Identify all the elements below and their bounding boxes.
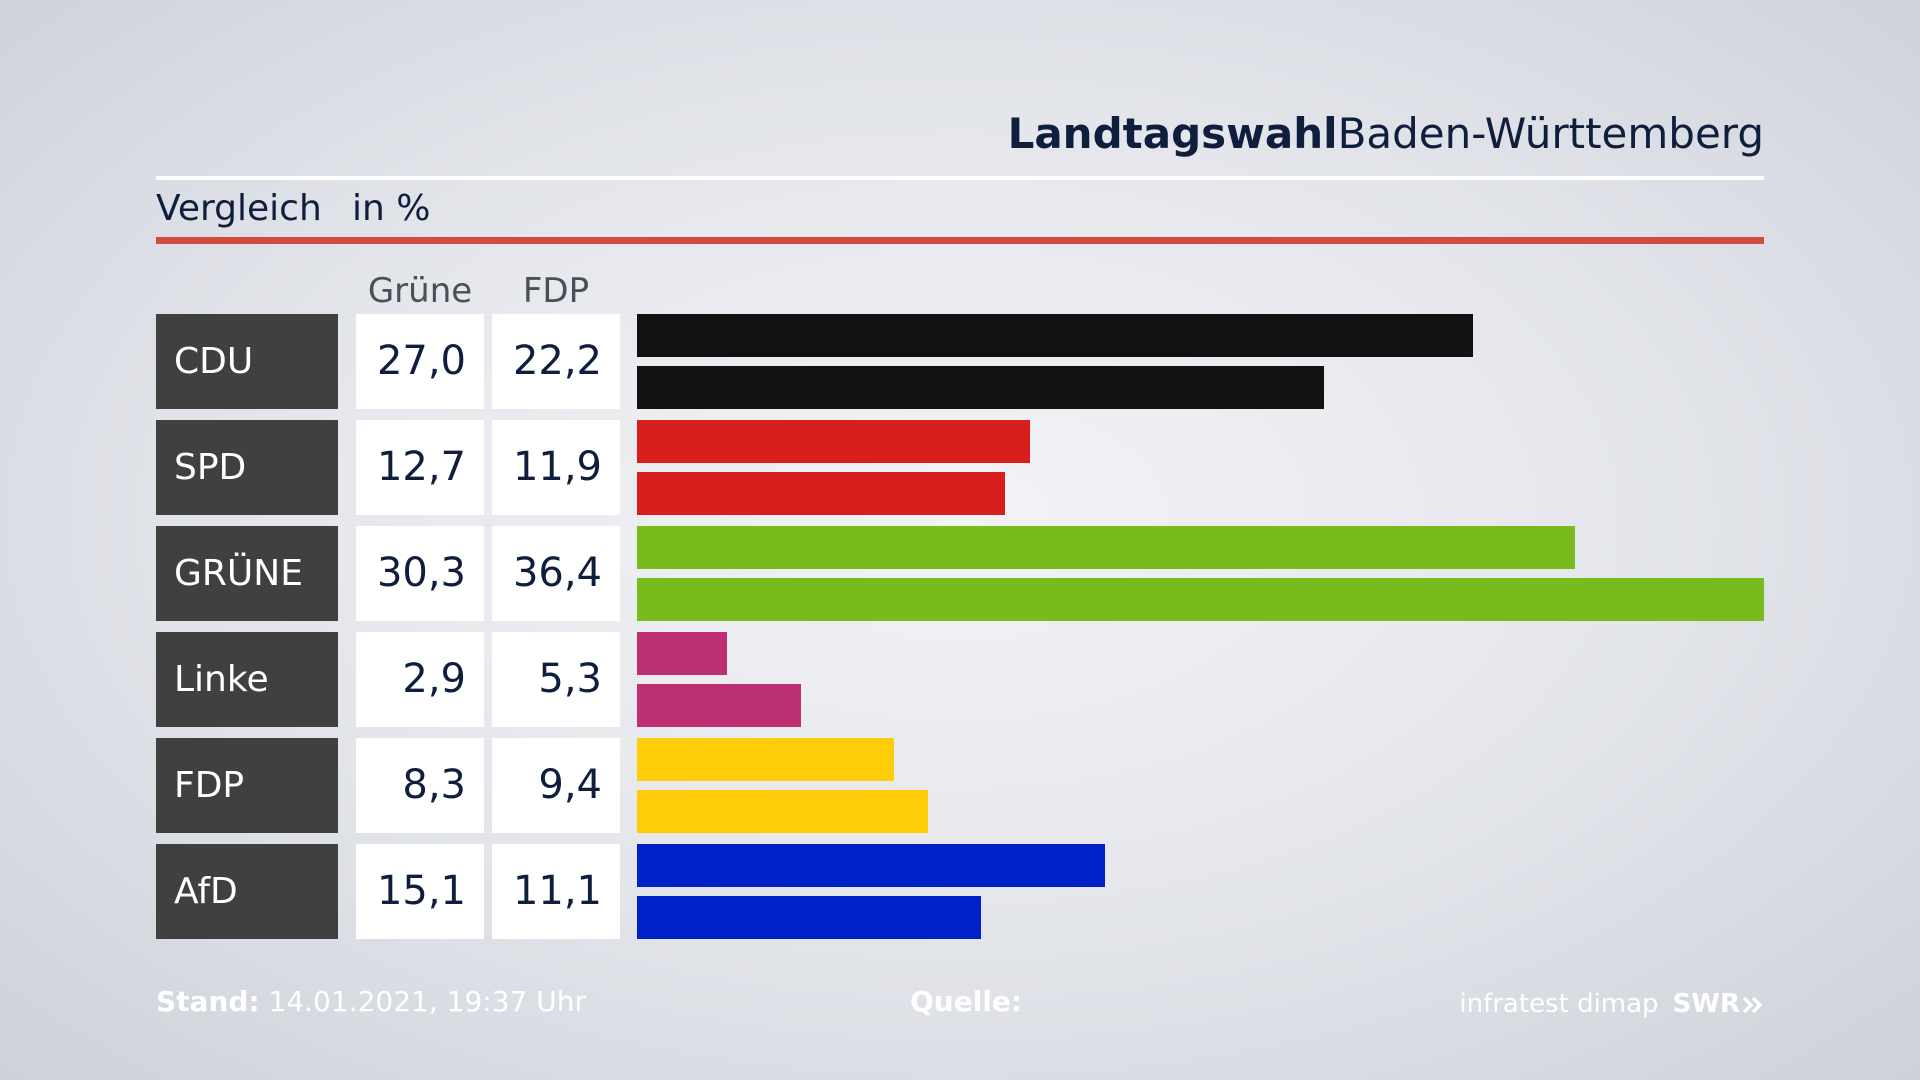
bar-linke-gruene: [637, 632, 727, 675]
data-label-gr-ne-gruene: 30,3: [356, 526, 484, 621]
double-chevron-right-icon: [1742, 996, 1763, 1014]
data-label-fdp-gruene: 8,3: [356, 738, 484, 833]
data-label-linke-gruene: 2,9: [356, 632, 484, 727]
bar-gr-ne-fdp: [637, 578, 1764, 621]
footer-logos: infratest dimap SWR: [1459, 984, 1764, 1024]
stand-value: 14.01.2021, 19:37 Uhr: [268, 985, 586, 1018]
data-label-afd-fdp: 11,1: [492, 844, 620, 939]
bar-afd-gruene: [637, 844, 1105, 887]
bar-spd-fdp: [637, 472, 1005, 515]
unit-label: in %: [352, 188, 431, 229]
data-label-spd-fdp: 11,9: [492, 420, 620, 515]
source-name: infratest dimap: [1459, 989, 1659, 1019]
data-label-spd-gruene: 12,7: [356, 420, 484, 515]
party-label-afd: AfD: [156, 844, 338, 939]
chart-subtitle: Vergleich: [156, 188, 322, 229]
data-label-cdu-gruene: 27,0: [356, 314, 484, 409]
party-label-spd: SPD: [156, 420, 338, 515]
data-label-fdp-fdp: 9,4: [492, 738, 620, 833]
title-bold: Landtagswahl: [1007, 109, 1338, 158]
bar-fdp-fdp: [637, 790, 928, 833]
column-header-gruene: Grüne: [367, 271, 473, 311]
source-label: Quelle:: [910, 985, 1023, 1018]
title-regular: Baden-Württemberg: [1337, 109, 1764, 158]
bar-fdp-gruene: [637, 738, 894, 781]
broadcaster-name: SWR: [1672, 989, 1740, 1019]
accent-divider: [156, 237, 1764, 244]
timestamp: Stand: 14.01.2021, 19:37 Uhr: [156, 982, 586, 1022]
bar-cdu-fdp: [637, 366, 1324, 409]
data-label-cdu-fdp: 22,2: [492, 314, 620, 409]
party-label-gr-ne: GRÜNE: [156, 526, 338, 621]
stand-label: Stand:: [156, 985, 260, 1018]
bar-cdu-gruene: [637, 314, 1473, 357]
column-header-fdp: FDP: [522, 271, 590, 311]
data-label-linke-fdp: 5,3: [492, 632, 620, 727]
chart-title: LandtagswahlBaden-Württemberg: [1008, 106, 1764, 162]
bar-afd-fdp: [637, 896, 981, 939]
bar-spd-gruene: [637, 420, 1030, 463]
bar-gr-ne-gruene: [637, 526, 1575, 569]
party-label-linke: Linke: [156, 632, 338, 727]
party-label-fdp: FDP: [156, 738, 338, 833]
party-label-cdu: CDU: [156, 314, 338, 409]
bar-linke-fdp: [637, 684, 801, 727]
swr-logo: SWR: [1673, 989, 1764, 1019]
data-label-gr-ne-fdp: 36,4: [492, 526, 620, 621]
title-divider: [156, 176, 1764, 180]
data-label-afd-gruene: 15,1: [356, 844, 484, 939]
